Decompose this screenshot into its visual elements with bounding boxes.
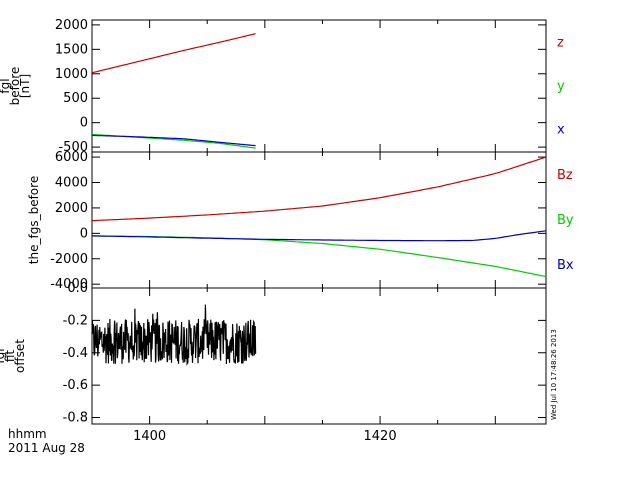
y-tick-label: -4000 bbox=[50, 277, 88, 292]
legend-entry-bz: Bz bbox=[557, 168, 573, 183]
legend-entry-bx: Bx bbox=[557, 258, 574, 273]
series-line-bx bbox=[91, 230, 547, 242]
y-tick-label: 0 bbox=[80, 226, 88, 241]
series-line-z bbox=[91, 33, 256, 74]
legend-entry-z: z bbox=[557, 35, 564, 50]
legend-entry-x: x bbox=[557, 123, 565, 138]
y-axis-label: fgl bbox=[0, 348, 7, 363]
x-axis-label-hhmm: hhmm bbox=[8, 427, 47, 441]
y-tick-label: 0 bbox=[80, 116, 88, 131]
legend-entry-by: By bbox=[557, 213, 574, 228]
x-tick-label: 1400 bbox=[133, 429, 166, 444]
timestamp-label: Wed Jul 10 17:48:26 2013 bbox=[550, 329, 558, 420]
y-tick-label: 500 bbox=[63, 91, 88, 106]
y-tick-label: -0.2 bbox=[63, 313, 88, 328]
y-tick-label: -2000 bbox=[50, 252, 88, 267]
y-tick-label: -500 bbox=[58, 140, 88, 155]
y-axis-label: [nT] bbox=[18, 74, 32, 98]
x-axis-label-date: 2011 Aug 28 bbox=[8, 441, 85, 455]
y-axis-label: offset bbox=[13, 339, 27, 373]
y-axis-label: fit bbox=[3, 350, 17, 363]
y-tick-label: 6000 bbox=[55, 150, 88, 165]
y-tick-label: 1500 bbox=[55, 42, 88, 57]
legend-entry-y: y bbox=[557, 79, 565, 94]
plot-frame bbox=[91, 19, 547, 153]
series-line-offset bbox=[91, 304, 257, 366]
y-tick-label: 4000 bbox=[55, 176, 88, 191]
plot-frame bbox=[91, 151, 547, 289]
y-axis-label: the bbox=[0, 76, 2, 96]
x-tick-label: 1420 bbox=[364, 429, 397, 444]
panel-fgs-before: -4000 -2000 0 2000 4000 6000 the_fgs_before Bz B… bbox=[27, 150, 574, 292]
series-line-bz bbox=[91, 156, 547, 222]
y-tick-label: 1000 bbox=[55, 67, 88, 82]
plot-frame bbox=[91, 287, 547, 425]
y-tick-label: -0.6 bbox=[63, 378, 88, 393]
y-tick-label: 2000 bbox=[55, 201, 88, 216]
series-line-x bbox=[92, 134, 256, 147]
y-axis-label: fgl bbox=[0, 78, 12, 93]
y-tick-label: 2000 bbox=[55, 18, 88, 33]
y-tick-label: 0.0 bbox=[67, 281, 88, 296]
y-axis-label: the_fgs_before bbox=[27, 176, 41, 264]
y-tick-label: -0.8 bbox=[63, 411, 88, 426]
y-tick-label: -0.4 bbox=[63, 346, 88, 361]
series-line-by bbox=[92, 235, 547, 278]
y-axis-label: before bbox=[8, 67, 22, 106]
